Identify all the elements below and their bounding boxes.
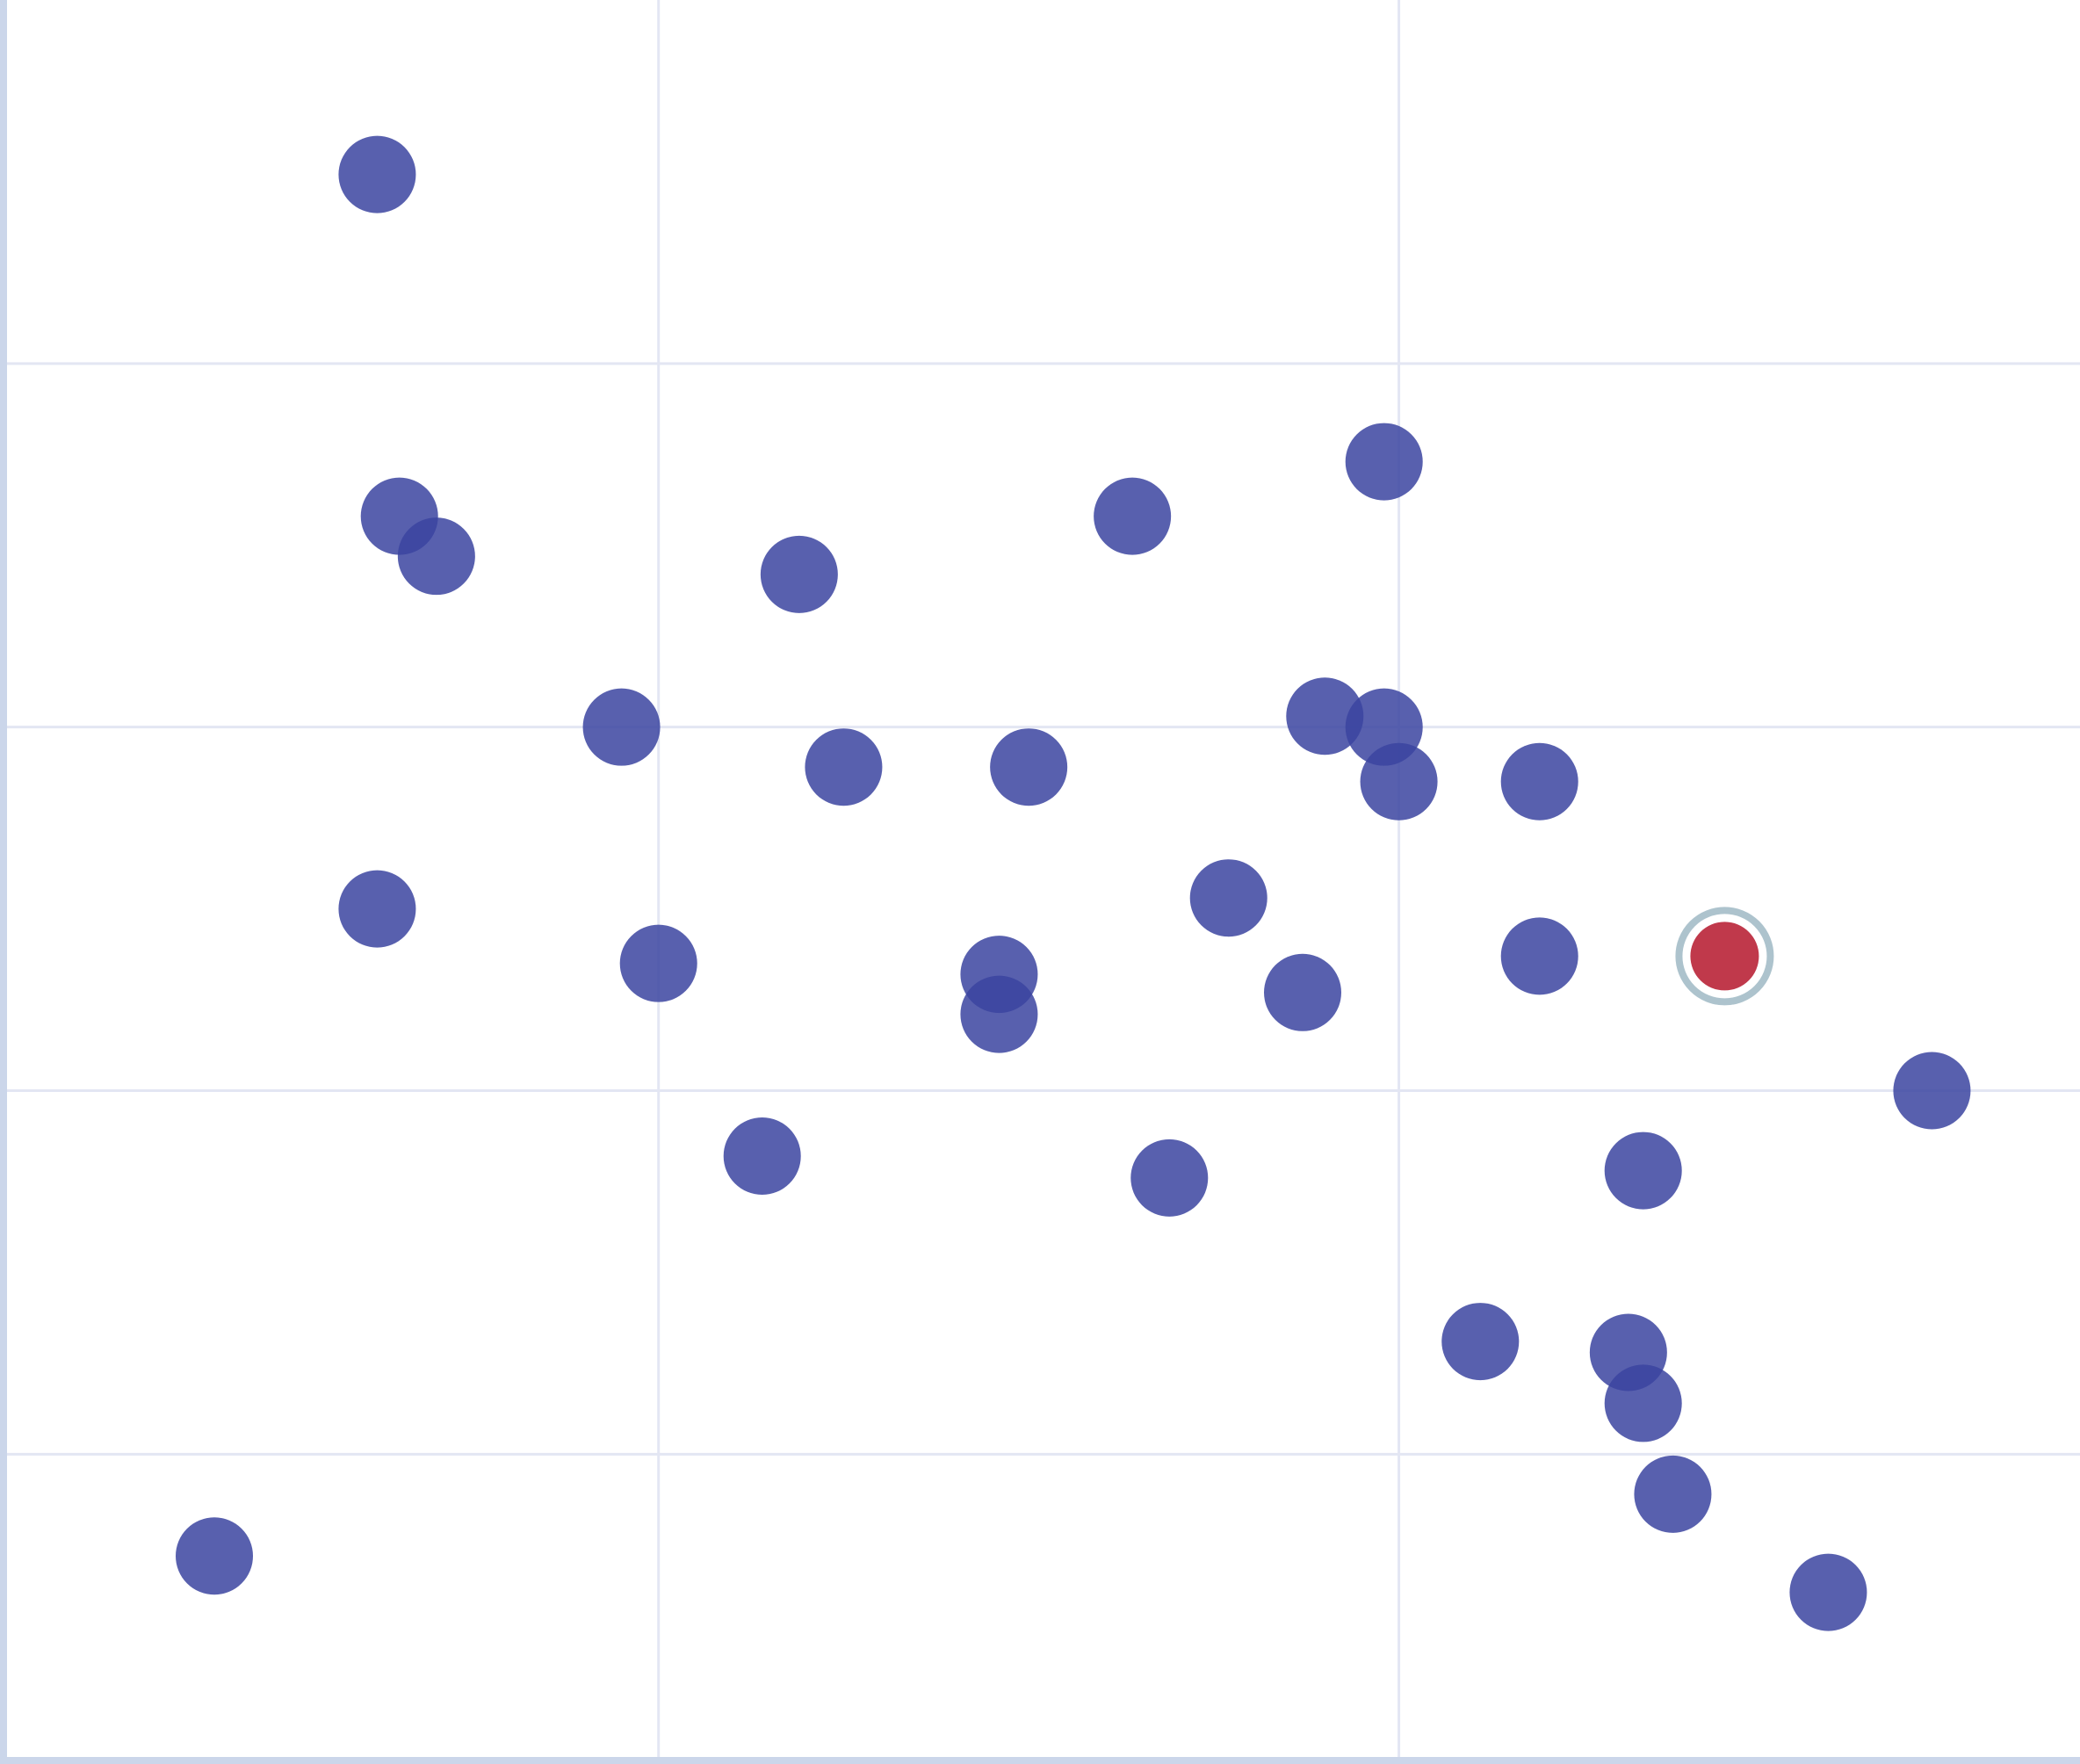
- data-point: [1441, 1303, 1520, 1381]
- data-point: [1893, 1052, 1971, 1130]
- data-point: [760, 535, 838, 613]
- data-point: [1500, 917, 1578, 995]
- data-point: [1286, 677, 1364, 755]
- data-point: [723, 1117, 801, 1196]
- data-point: [1345, 423, 1423, 501]
- data-point: [1500, 742, 1578, 821]
- highlighted-data-point: [1690, 922, 1759, 991]
- data-point: [1130, 1139, 1209, 1217]
- data-point: [1189, 859, 1268, 937]
- points-layer: [176, 135, 1971, 1631]
- data-point: [1789, 1553, 1867, 1631]
- data-point: [1264, 953, 1341, 1031]
- data-point: [338, 135, 416, 213]
- data-point: [1094, 477, 1172, 555]
- data-point: [805, 728, 883, 806]
- data-point: [619, 924, 697, 1002]
- grid: [7, 0, 2080, 1760]
- data-point: [1604, 1131, 1682, 1210]
- data-point: [1604, 1364, 1682, 1442]
- data-point: [397, 517, 475, 596]
- data-point: [176, 1517, 253, 1595]
- data-point: [1634, 1455, 1712, 1533]
- data-point: [990, 728, 1068, 806]
- data-point: [960, 975, 1038, 1053]
- data-point: [338, 870, 416, 948]
- data-point: [582, 688, 661, 766]
- highlight-ring: [1675, 907, 1774, 1006]
- data-point: [1360, 742, 1438, 821]
